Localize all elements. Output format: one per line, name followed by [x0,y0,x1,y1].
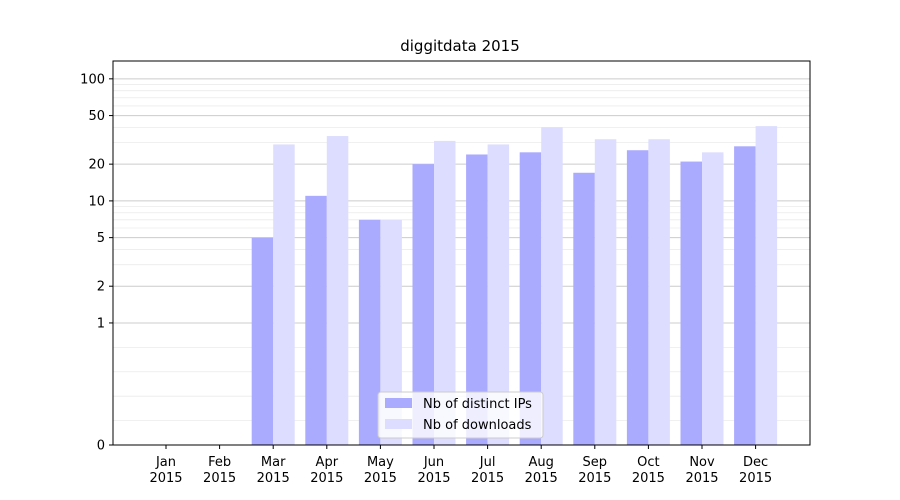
x-tick-label-year: 2015 [149,471,182,486]
x-tick-label-year: 2015 [632,471,665,486]
bar [734,146,756,446]
bar [273,144,295,446]
legend-box [377,391,544,439]
bar [541,127,563,445]
plot-frame [112,60,811,446]
x-tick-label: Nov [689,455,715,470]
x-tick-label-year: 2015 [310,471,343,486]
y-tick-label: 0 [97,439,105,454]
legend-swatch-ips [385,398,412,408]
chart-title: diggitdata 2015 [400,37,520,55]
bar [648,139,670,445]
x-tick-label: Jul [479,455,496,470]
y-tick-label: 1 [97,316,105,331]
y-tick-label: 2 [97,280,105,295]
bar [680,161,702,445]
x-tick-label: Apr [316,455,339,470]
x-tick-label: Mar [261,455,286,470]
x-tick-label-year: 2015 [257,471,290,486]
legend-swatch-downloads [385,419,412,429]
bar [466,154,488,445]
legend-label-ips: Nb of distinct IPs [423,397,532,412]
y-tick-label: 5 [97,231,105,246]
x-tick-label: Jan [155,455,176,470]
x-tick-label-year: 2015 [471,471,504,486]
bar [755,126,778,445]
bar [326,136,349,445]
bar [305,195,327,445]
y-tick-label: 20 [88,158,105,173]
legend-label-downloads: Nb of downloads [423,418,532,433]
y-tick-label: 100 [80,72,105,87]
bar [412,164,434,446]
bar [626,150,649,445]
bars [251,126,778,446]
bar [702,152,724,445]
bar [487,144,510,446]
bar [380,219,402,445]
y-axis: 0 1 2 5 10 20 50 100 [80,72,113,454]
bar [434,140,456,446]
y-tick-label: 10 [88,194,105,209]
bar [573,172,595,446]
x-tick-label: Feb [208,455,231,470]
bar [519,152,542,445]
x-tick-label-year: 2015 [417,471,450,486]
bar [251,237,274,445]
x-tick-label: Jun [423,455,444,470]
bar [594,139,617,445]
x-tick-label: Dec [743,455,768,470]
x-tick-label: Sep [583,455,608,470]
x-tick-label: Aug [529,455,554,470]
x-tick-label-year: 2015 [364,471,397,486]
x-tick-label-year: 2015 [685,471,718,486]
x-tick-label-year: 2015 [525,471,558,486]
bar [358,219,381,445]
y-tick-label: 50 [88,109,105,124]
x-tick-label: Oct [637,455,659,470]
x-axis: Jan2015Feb2015Mar2015Apr2015May2015Jun20… [149,445,772,486]
x-tick-label-year: 2015 [578,471,611,486]
legend: Nb of distinct IPs Nb of downloads [377,391,544,439]
x-tick-label: May [367,455,394,470]
x-tick-label-year: 2015 [739,471,772,486]
x-tick-label-year: 2015 [203,471,236,486]
